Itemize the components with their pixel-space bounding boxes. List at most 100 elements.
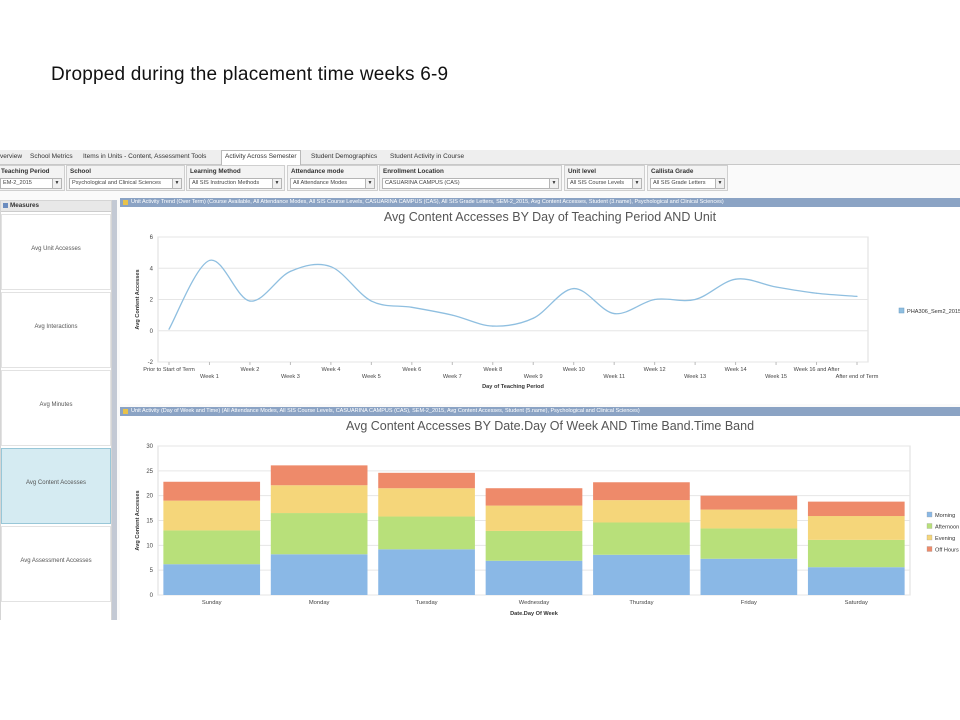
bar-segment [378,472,475,489]
x-tick-label: Wednesday [519,600,550,606]
filter-value: All SIS Grade Letters [653,180,706,186]
filter-label: Enrollment Location [383,168,444,175]
enrollment-location-select[interactable]: CASUARINA CAMPUS (CAS) ▼ [382,178,559,189]
x-tick-label: Week 9 [524,374,543,380]
tab-student-activity-in-course[interactable]: Student Activity in Course [390,153,465,160]
x-tick-label: Week 10 [563,367,585,373]
teaching-period-select[interactable]: EM-2_2015 ▼ [0,178,62,189]
legend-label: Morning [935,513,955,519]
bar-segment [270,554,368,595]
x-tick-label: Week 3 [281,374,300,380]
x-tick-label: Week 14 [725,367,747,373]
measure-avg-unit-accesses[interactable]: Avg Unit Accesses [1,214,111,290]
series-line [168,259,858,330]
filter-value: All Attendance Modes [293,180,348,186]
x-axis-title: Day of Teaching Period [482,384,544,390]
school-select[interactable]: Psychological and Clinical Sciences ▼ [69,178,182,189]
tab-items-in-units[interactable]: Items in Units - Content, Assessment Too… [83,153,207,160]
tab-school-metrics[interactable]: School Metrics [30,153,73,160]
attendance-mode-select[interactable]: All Attendance Modes ▼ [290,178,375,189]
y-tick-label: 20 [146,494,153,500]
line-chart-title: Avg Content Accesses BY Day of Teaching … [383,210,717,224]
filter-label: School [70,168,91,175]
legend-swatch [926,523,933,529]
measure-avg-interactions[interactable]: Avg Interactions [1,292,111,368]
measure-label: Avg Assessment Accesses [20,558,92,564]
x-tick-label: Week 15 [765,374,787,380]
data-point [815,292,818,294]
bar-segment [163,564,261,595]
chevron-down-icon[interactable]: ▼ [272,179,281,188]
data-point [775,286,777,288]
bar-segment [700,509,798,529]
filter-teaching-period: Teaching Period EM-2_2015 ▼ [0,165,65,191]
measure-avg-assessment-accesses[interactable]: Avg Assessment Accesses [1,526,111,602]
data-point [370,300,372,302]
bar-segment [593,482,690,501]
x-tick-label: Week 4 [321,367,340,373]
bar-chart-title: Avg Content Accesses BY Date.Day Of Week… [345,419,755,433]
chart-icon [123,200,128,205]
filter-unit-level: Unit level All SIS Course Levels ▼ [564,165,645,191]
x-tick-label: Week 2 [241,367,260,373]
tab-overview[interactable]: verview [0,153,23,160]
bar-segment [378,549,475,595]
y-axis-title: Avg Content Accesses [135,269,141,329]
y-axis-title: Avg Content Accesses [135,490,141,550]
unit-level-select[interactable]: All SIS Course Levels ▼ [567,178,642,189]
measures-panel: Measures Avg Unit Accesses Avg Interacti… [0,200,112,620]
legend-label: Afternoon [935,525,959,531]
legend-label: Evening [935,536,955,542]
tab-student-demographics[interactable]: Student Demographics [311,153,378,160]
x-tick-label: Prior to Start of Term [143,367,195,373]
chevron-down-icon[interactable]: ▼ [365,179,374,188]
measures-title: Measures [10,202,40,209]
filter-learning-method: Learning Method All SIS Instruction Meth… [186,165,285,191]
bar-segment [270,485,368,514]
y-tick-label: 6 [150,235,154,241]
bar-segment [807,501,905,517]
x-tick-label: Week 8 [483,367,502,373]
analytics-dashboard: verview School Metrics Items in Units - … [0,150,960,620]
filter-label: Callista Grade [651,168,694,175]
y-tick-label: 30 [146,444,153,450]
chevron-down-icon[interactable]: ▼ [549,179,558,188]
x-tick-label: Week 16 and After [794,367,840,373]
panel-header: Unit Activity (Day of Week and Time) (Al… [120,407,960,416]
data-point [734,278,737,280]
bar-segment [593,554,690,595]
panel-splitter[interactable] [112,200,117,620]
data-point [411,306,413,308]
chevron-down-icon[interactable]: ▼ [172,179,181,188]
data-point [654,298,656,301]
chevron-down-icon[interactable]: ▼ [715,179,724,188]
chevron-down-icon[interactable]: ▼ [52,179,61,188]
x-tick-label: Week 7 [443,374,462,380]
x-tick-label: Week 11 [603,374,625,380]
learning-method-select[interactable]: All SIS Instruction Methods ▼ [189,178,282,189]
bar-segment [593,522,690,555]
bar-segment [378,488,475,517]
data-point [492,325,494,327]
measure-avg-content-accesses[interactable]: Avg Content Accesses [1,448,111,524]
measure-label: Avg Content Accesses [26,480,86,486]
data-point [168,328,170,330]
filter-value: All SIS Instruction Methods [192,180,260,186]
tab-activity-across-semester[interactable]: Activity Across Semester [221,150,301,165]
chevron-down-icon[interactable]: ▼ [632,179,641,188]
legend-label: Off Hours [935,548,959,554]
callista-grade-select[interactable]: All SIS Grade Letters ▼ [650,178,725,189]
measure-avg-minutes[interactable]: Avg Minutes [1,370,111,446]
slide-title: Dropped during the placement time weeks … [51,64,449,85]
bar-segment [700,528,798,559]
x-tick-label: Week 13 [684,374,706,380]
y-tick-label: 15 [146,519,153,525]
data-point [613,312,615,315]
measures-icon [3,203,8,208]
bar-segment [807,567,905,595]
x-tick-label: Tuesday [416,600,438,606]
data-point [856,295,858,297]
x-tick-label: Monday [309,600,330,606]
y-tick-label: -2 [148,360,154,366]
data-point [532,317,534,319]
